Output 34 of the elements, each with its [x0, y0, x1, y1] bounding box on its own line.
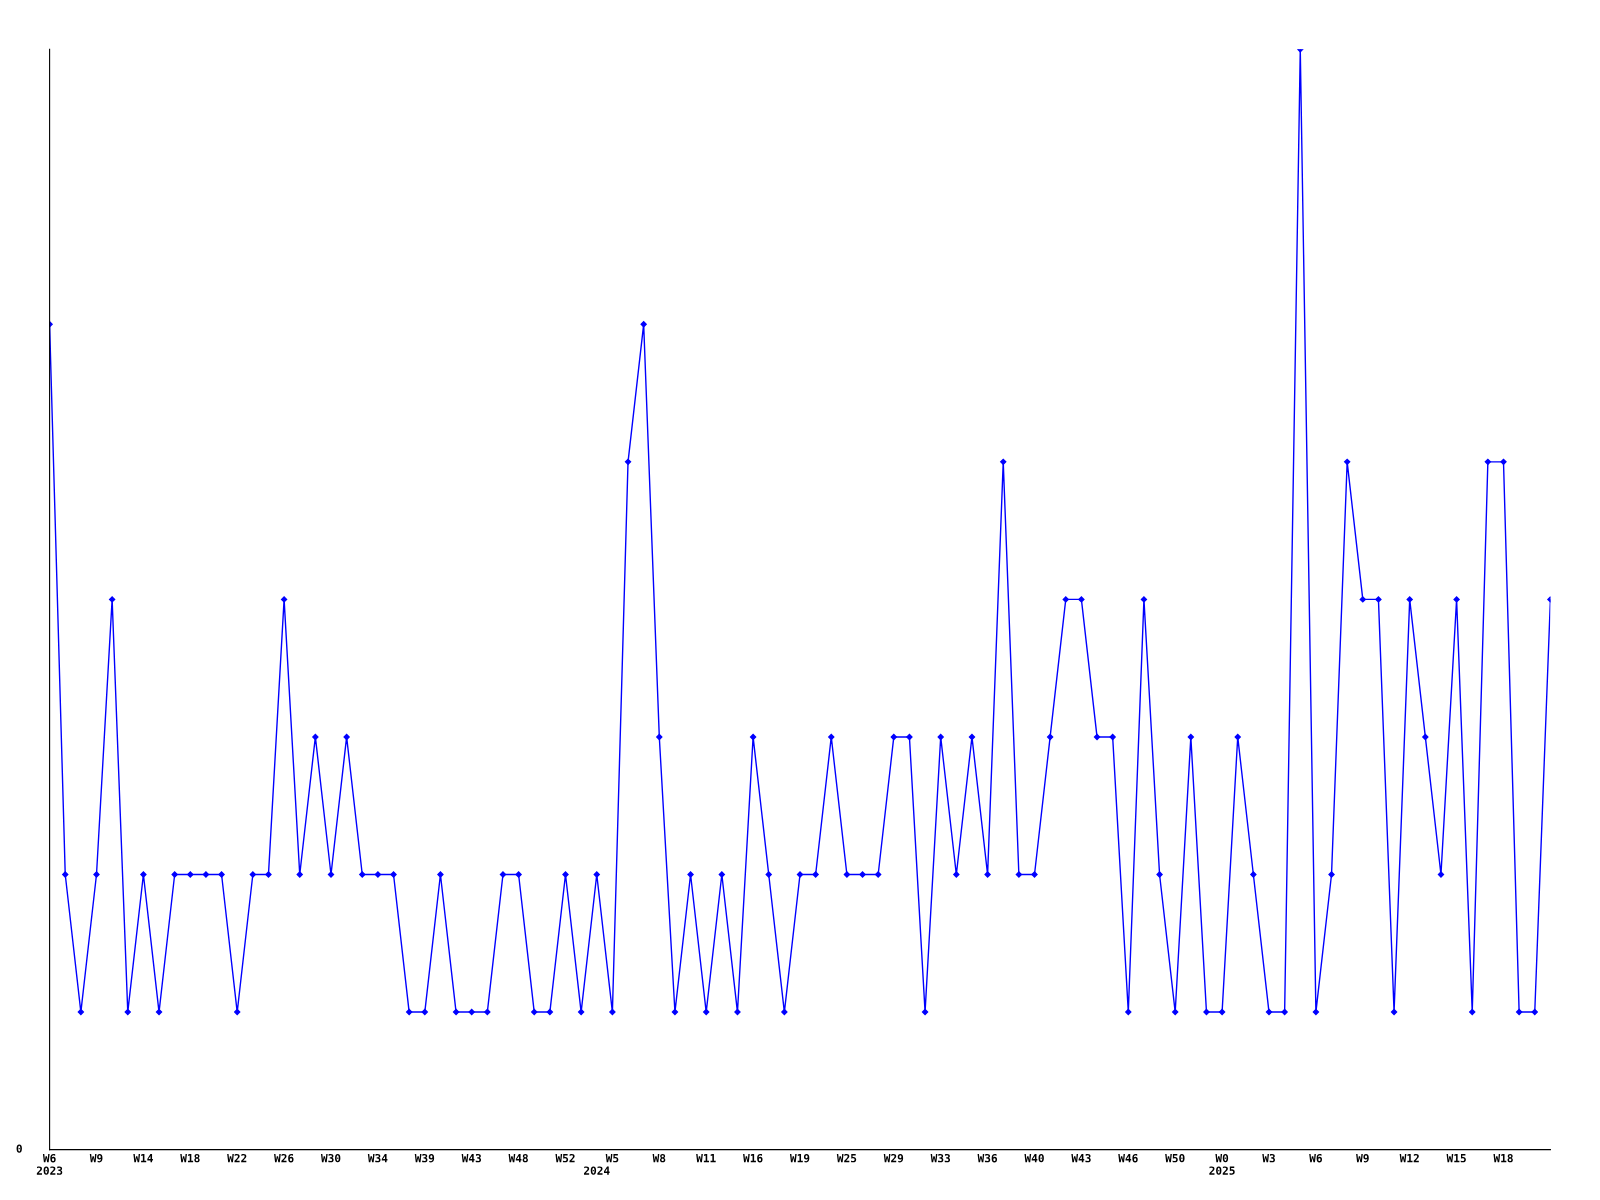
x-tick-label: W25	[836, 1153, 857, 1163]
x-tick-label: W30	[320, 1153, 341, 1163]
x-tick-label: W43	[1071, 1153, 1091, 1163]
x-tick-label: W14	[133, 1154, 153, 1163]
x-tick-label: W15	[1446, 1154, 1466, 1163]
x-tick-label: W19	[789, 1154, 810, 1163]
x-tick-label: W34	[367, 1153, 388, 1163]
x-tick-label: W36	[977, 1153, 998, 1163]
x-tick-label: 2024	[584, 1166, 610, 1175]
x-tick-label: W8	[652, 1153, 666, 1163]
x-tick-label: W43	[461, 1153, 482, 1163]
x-tick-label: W22	[227, 1153, 247, 1163]
x-tick-label: W29	[883, 1153, 904, 1163]
x-tick-label: W18	[180, 1153, 200, 1163]
x-tick-label: W26	[274, 1153, 294, 1163]
x-tick-label: W0 2025	[1209, 1153, 1235, 1175]
x-tick-label: W46	[1118, 1153, 1138, 1163]
x-tick-label: W9	[89, 1154, 103, 1163]
x-tick-label: W6 2023	[36, 1153, 63, 1175]
x-tick-label: W9	[1356, 1154, 1369, 1163]
x-tick-label: W18	[1493, 1153, 1513, 1163]
x-tick-label: W52	[555, 1153, 575, 1163]
x-tick-label: W5	[605, 1154, 619, 1163]
text: 0	[16, 1144, 22, 1153]
x-tick-label: W50	[1165, 1153, 1185, 1163]
x-tick-label: W6	[1309, 1153, 1322, 1163]
x-tick-label: W33	[930, 1153, 951, 1163]
x-tick-label: W48	[508, 1153, 528, 1163]
x-tick-label: W3	[1262, 1153, 1275, 1163]
x-tick-label: W40	[1024, 1153, 1044, 1163]
x-tick-label: W11	[696, 1154, 716, 1163]
x-tick-label: W16	[743, 1153, 763, 1163]
x-tick-label: W12	[1399, 1153, 1419, 1163]
x-tick-label: W39	[414, 1153, 435, 1163]
